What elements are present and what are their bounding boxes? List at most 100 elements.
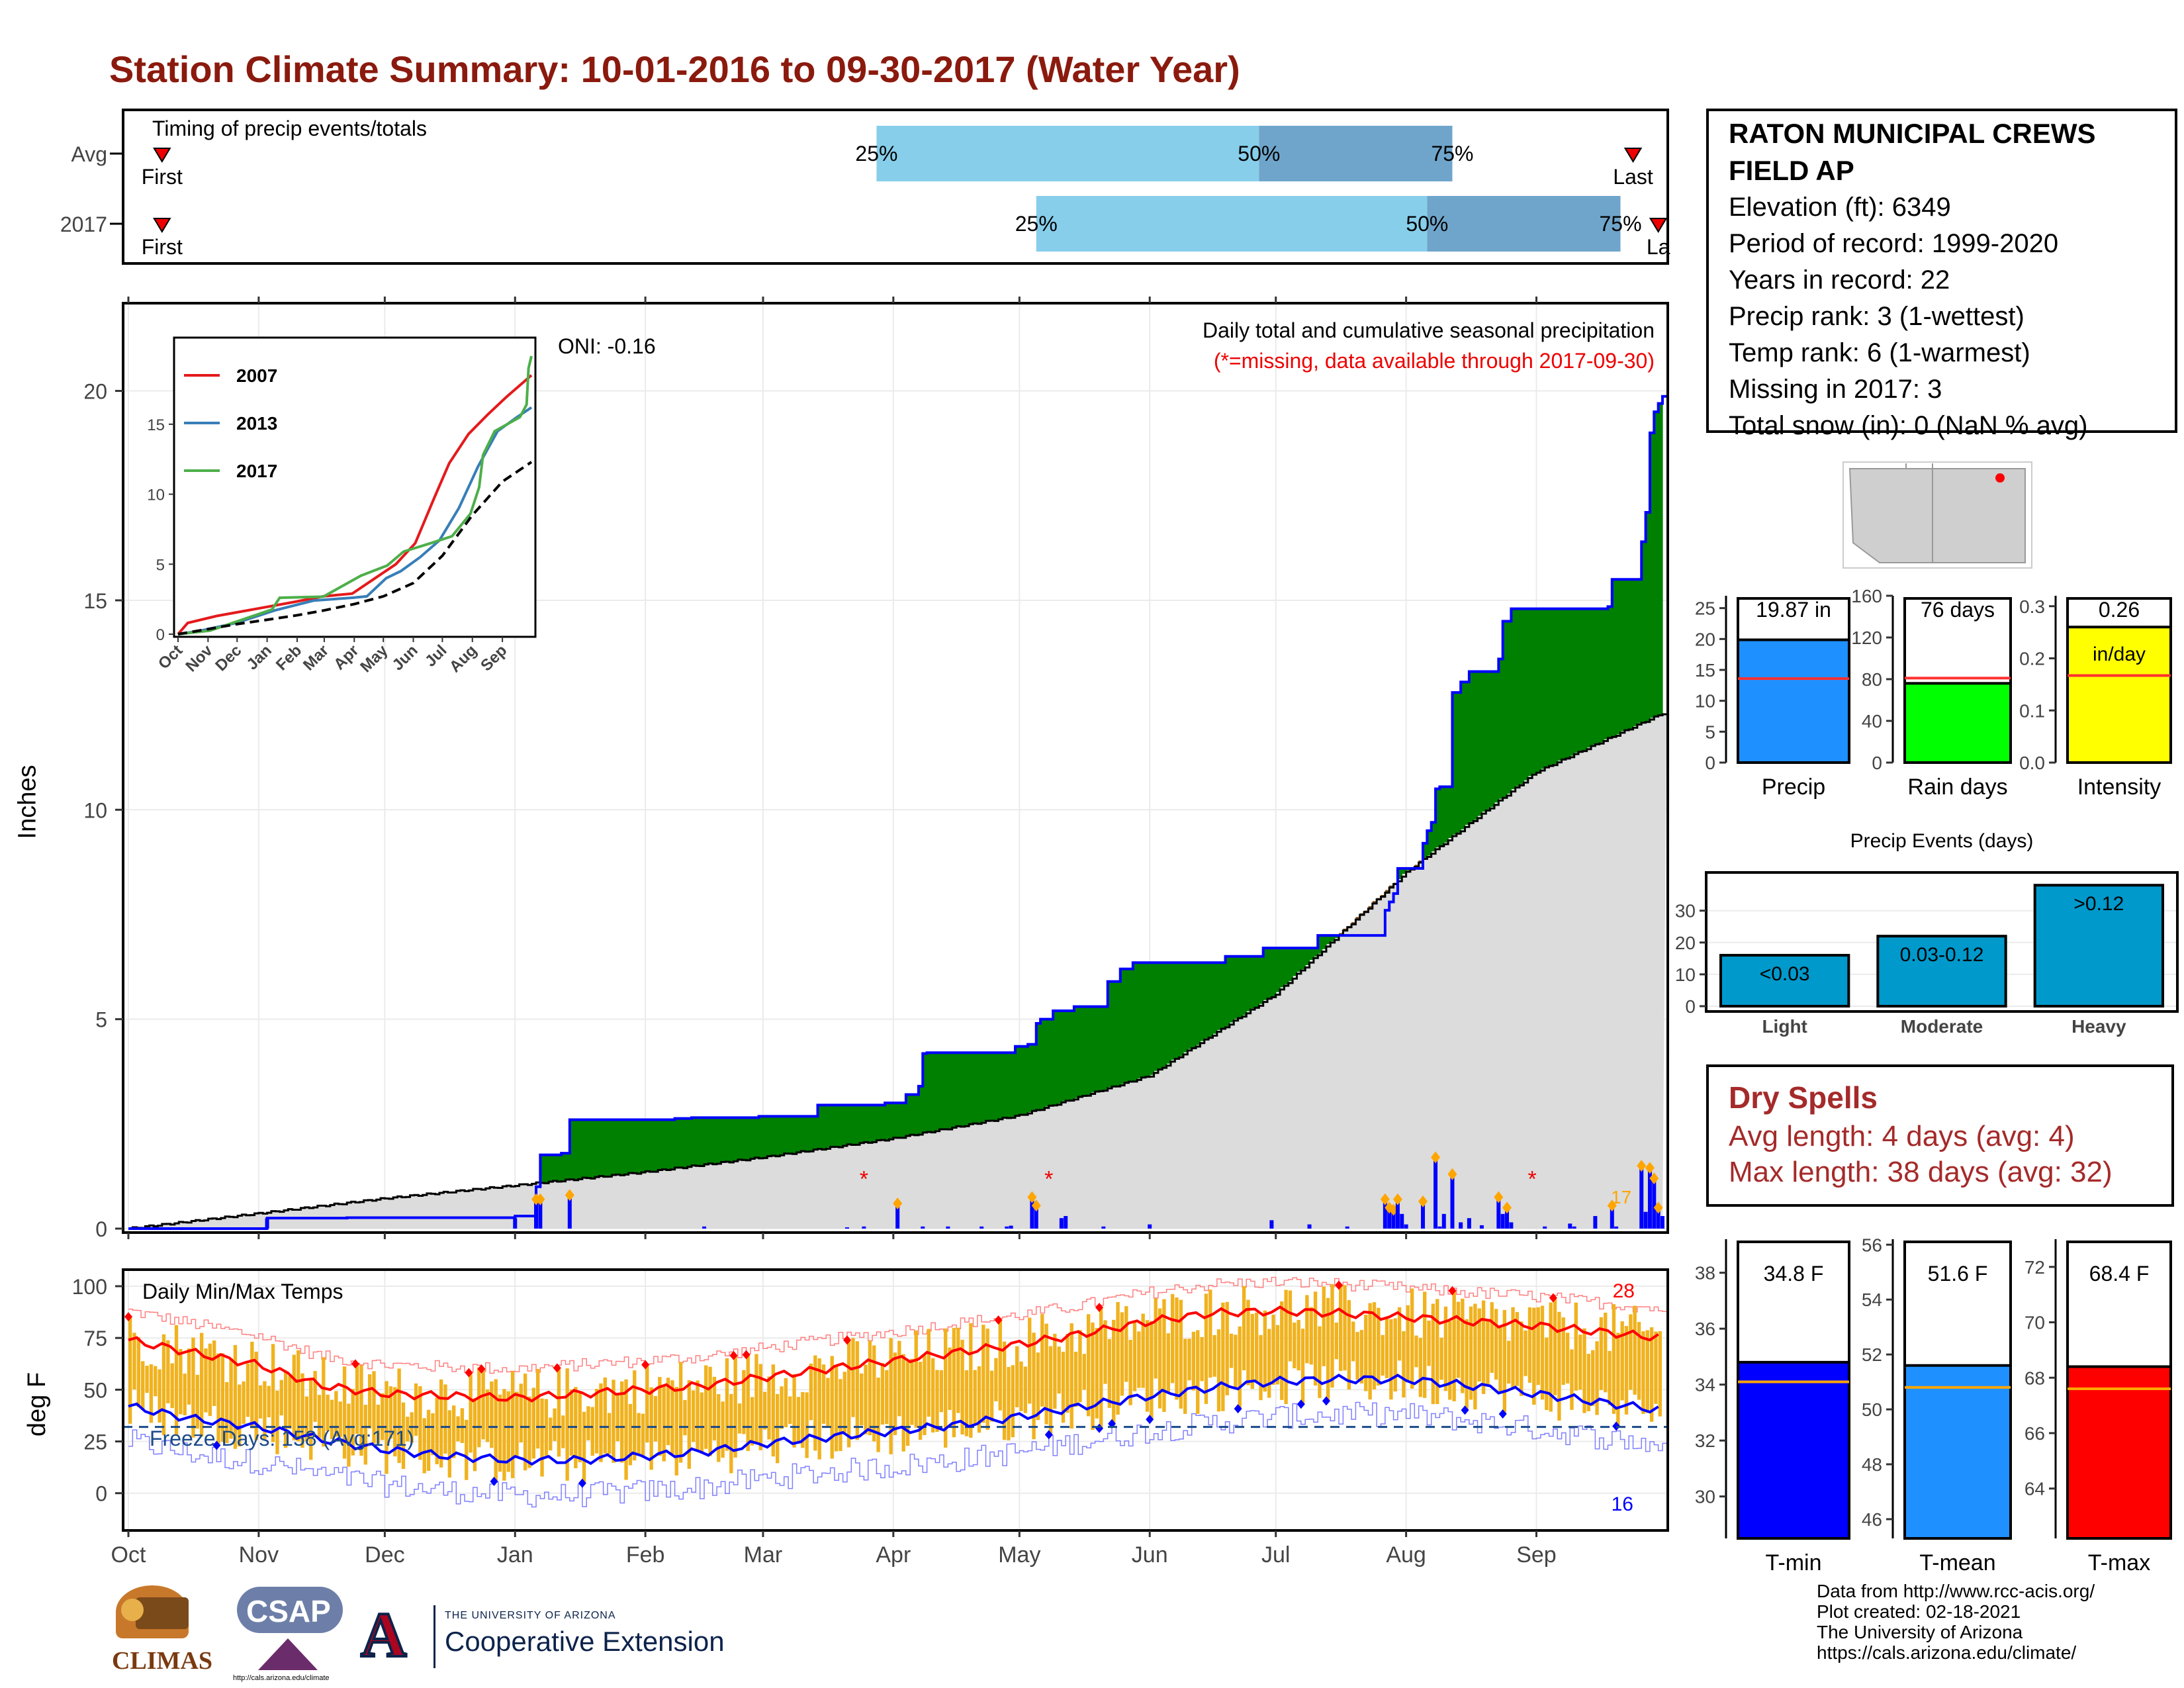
- temp-daily-bar: [670, 1380, 674, 1454]
- events-value-label: 0.03-0.12: [1900, 944, 1984, 966]
- precip-above-normal-fill: [1259, 956, 1264, 1004]
- temp-daily-bar: [1120, 1312, 1124, 1396]
- temp-xtick-label: Jul: [1261, 1542, 1290, 1568]
- temp-daily-bar: [1002, 1341, 1007, 1440]
- temp-summary-0-ytick-label: 32: [1695, 1430, 1715, 1451]
- precip-daily-bar: [1652, 1178, 1657, 1229]
- temp-daily-bar: [1616, 1333, 1620, 1427]
- inset-ytick-label: 0: [156, 626, 165, 644]
- precip-daily-bar: [1395, 1199, 1400, 1229]
- inset-legend-label: 2007: [236, 365, 277, 386]
- station-temp-rank: Temp rank: 6 (1-warmest): [1729, 338, 2030, 367]
- precip-event-marker: [1431, 1151, 1441, 1164]
- temp-daily-bar: [565, 1368, 569, 1481]
- temp-daily-bar: [254, 1351, 258, 1440]
- precip-above-normal-fill: [893, 1103, 898, 1138]
- precip-above-normal-fill: [762, 1116, 768, 1158]
- precip-event-marker: [1447, 1168, 1457, 1180]
- temp-xtick-label: Aug: [1386, 1542, 1426, 1568]
- temp-freeze-label: Freeze Days: 158 (Avg:171): [150, 1427, 414, 1450]
- temp-daily-bar: [813, 1355, 817, 1451]
- temp-daily-bar: [557, 1368, 561, 1457]
- temp-daily-bar: [1494, 1309, 1498, 1380]
- precip-above-normal-fill: [1116, 981, 1121, 1086]
- timing-q25-label: 25%: [855, 142, 897, 165]
- temp-daily-bar: [1477, 1308, 1481, 1382]
- temp-daily-bar: [855, 1341, 860, 1440]
- precip-above-normal-fill: [885, 1103, 890, 1141]
- temp-daily-bar: [183, 1374, 187, 1416]
- precip-above-normal-fill: [1439, 786, 1445, 845]
- temp-daily-bar: [1212, 1335, 1216, 1377]
- precip-above-normal-fill: [662, 1119, 667, 1170]
- temp-daily-bar: [1608, 1350, 1612, 1405]
- temp-daily-bar: [250, 1341, 254, 1429]
- precip-daily-bar: [1059, 1218, 1064, 1229]
- temp-daily-bar: [762, 1391, 767, 1430]
- temp-daily-bar: [229, 1358, 233, 1439]
- temp-daily-bar: [447, 1410, 452, 1478]
- precip-above-normal-fill: [1191, 962, 1197, 1048]
- temp-daily-bar: [1561, 1317, 1565, 1385]
- temp-daily-bar: [1263, 1310, 1267, 1392]
- precip-summary-1-bar: [1903, 682, 2012, 765]
- temp-daily-bar: [1053, 1333, 1057, 1409]
- temp-daily-bar: [469, 1372, 473, 1453]
- temp-daily-bar: [725, 1358, 729, 1451]
- temp-summary-1-ytick-label: 56: [1862, 1235, 1882, 1255]
- temp-daily-bar: [1456, 1301, 1461, 1378]
- precip-above-normal-fill: [1574, 608, 1579, 753]
- inset-ytick-label: 15: [147, 416, 165, 434]
- precip-daily-bar: [1034, 1205, 1038, 1229]
- temp-xtick-label: Apr: [876, 1542, 911, 1568]
- temp-daily-bar: [758, 1364, 762, 1450]
- inset-series-2017: [177, 355, 533, 635]
- inset-frame: [173, 336, 537, 638]
- temp-daily-bar: [1507, 1340, 1511, 1384]
- temp-record-high-count: 28: [1613, 1280, 1635, 1302]
- temp-record-high-marker: [1334, 1280, 1343, 1290]
- timing-first-marker: [153, 148, 171, 163]
- precip-above-normal-fill: [1545, 608, 1550, 767]
- precip-above-normal-fill: [561, 1153, 567, 1181]
- source-university: The University of Arizona: [1817, 1622, 2023, 1642]
- temp-daily-bar: [342, 1366, 347, 1459]
- precip-above-normal-fill: [1654, 412, 1659, 716]
- temp-daily-bar: [1431, 1303, 1435, 1405]
- precip-above-normal-fill: [826, 1105, 831, 1148]
- temp-daily-bar: [1234, 1335, 1238, 1389]
- temp-daily-bar: [418, 1386, 422, 1460]
- source-data: Data from http://www.rcc-acis.org/: [1817, 1581, 2095, 1601]
- temp-daily-bar: [1461, 1298, 1465, 1393]
- precip-daily-bar: [1450, 1174, 1455, 1229]
- precip-daily-bar: [1421, 1201, 1426, 1229]
- temp-daily-bar: [1368, 1303, 1372, 1400]
- temp-daily-bar: [275, 1390, 279, 1454]
- precip-ytick-label: 5: [95, 1008, 107, 1032]
- temp-daily-bar: [939, 1370, 944, 1413]
- temp-daily-bar: [948, 1347, 952, 1410]
- temp-daily-bar: [851, 1338, 855, 1417]
- precip-daily-bar: [513, 1218, 518, 1229]
- precip-above-normal-fill: [1166, 962, 1171, 1064]
- precip-above-normal-fill: [1229, 956, 1234, 1023]
- temp-daily-bar: [1389, 1319, 1393, 1400]
- temp-daily-bar: [179, 1348, 183, 1415]
- temp-daily-bar: [1191, 1331, 1196, 1391]
- temp-daily-bar: [502, 1389, 506, 1481]
- precip-daily-bar: [1345, 1226, 1349, 1229]
- temp-daily-bar: [1629, 1314, 1633, 1390]
- temp-daily-bar: [216, 1353, 220, 1446]
- map-state-west: [1848, 468, 1933, 563]
- temp-daily-bar: [737, 1403, 742, 1434]
- timing-last-marker: [1649, 218, 1668, 233]
- station-period: Period of record: 1999-2020: [1729, 229, 2059, 258]
- precip-above-normal-fill: [1132, 962, 1138, 1082]
- precip-daily-bar: [1391, 1209, 1396, 1229]
- temp-summary-2-ytick-label: 64: [2025, 1479, 2045, 1499]
- temp-daily-bar: [1141, 1313, 1145, 1388]
- precip-above-normal-fill: [1540, 608, 1545, 769]
- climas-logo-text: CLIMAS: [112, 1647, 213, 1675]
- map-station-marker: [1995, 473, 2005, 483]
